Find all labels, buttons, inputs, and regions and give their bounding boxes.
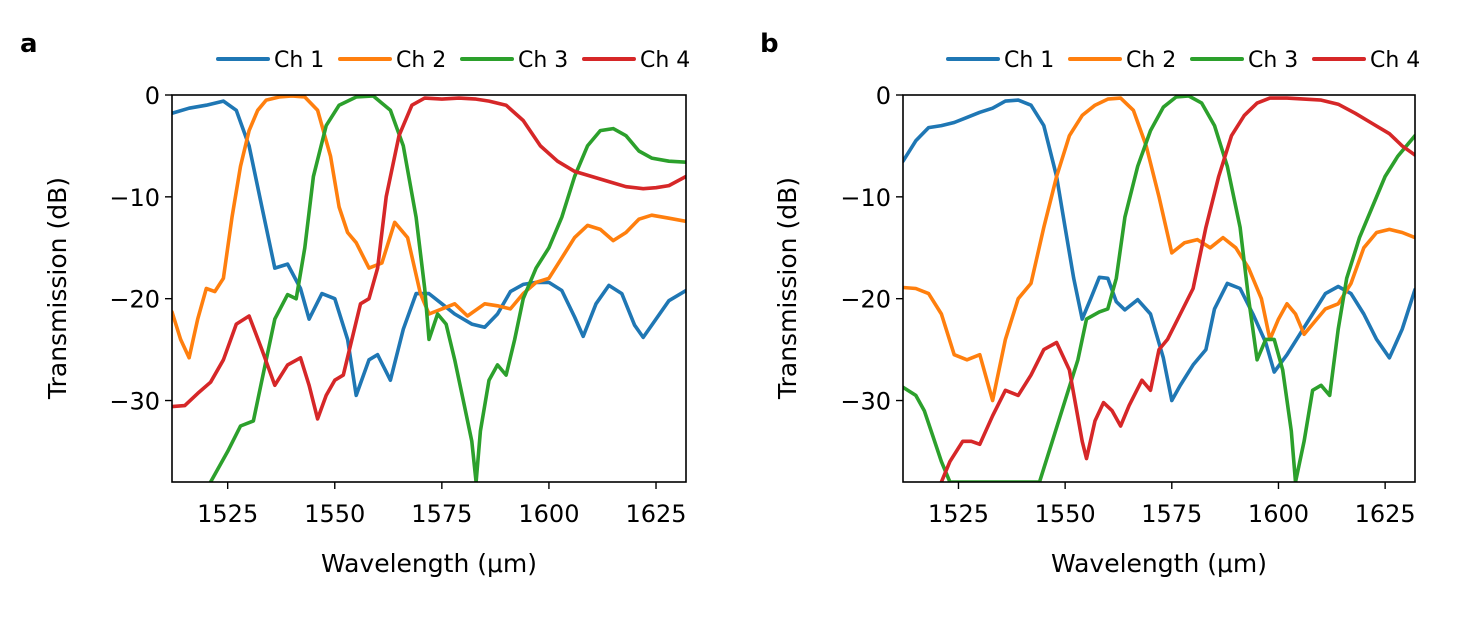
x-tick-label-b: 1550 xyxy=(1035,500,1096,528)
x-tick-label-a: 1550 xyxy=(304,500,365,528)
legend-label-b-ch4: Ch 4 xyxy=(1370,48,1420,73)
chart-panel-a: a Ch 1 Ch 2 Ch 3 Ch 4 1525 1550 1575 1600 1625 … xyxy=(20,29,690,578)
y-tick-label-b: −10 xyxy=(840,184,891,212)
x-tick-label-a: 1575 xyxy=(411,500,472,528)
legend-a: Ch 1 Ch 2 Ch 3 Ch 4 xyxy=(216,48,690,73)
series-line-a-ch3 xyxy=(208,95,686,482)
x-tick-label-b: 1625 xyxy=(1355,500,1416,528)
x-tick-label-a: 1625 xyxy=(625,500,686,528)
x-ticks-a: 1525 1550 1575 1600 1625 xyxy=(197,482,687,528)
series-line-a-ch1 xyxy=(172,99,686,398)
series-group-b xyxy=(903,95,1415,482)
y-tick-label-a: −20 xyxy=(109,286,160,314)
x-tick-label-a: 1600 xyxy=(518,500,579,528)
series-line-a-ch4 xyxy=(172,96,686,421)
series-line-b-ch2 xyxy=(903,96,1415,403)
y-tick-label-a: −10 xyxy=(109,184,160,212)
x-axis-label-a: Wavelength (μm) xyxy=(321,549,537,578)
plot-area-a xyxy=(172,95,686,482)
x-ticks-b: 1525 1550 1575 1600 1625 xyxy=(928,482,1416,528)
chart-panel-b: b Ch 1 Ch 2 Ch 3 Ch 4 1525 1550 1575 1600 1625 … xyxy=(760,29,1420,578)
legend-b: Ch 1 Ch 2 Ch 3 Ch 4 xyxy=(946,48,1420,73)
panel-label-b: b xyxy=(760,29,779,59)
x-tick-label-b: 1600 xyxy=(1248,500,1309,528)
series-line-b-ch3 xyxy=(903,95,1415,482)
y-ticks-b: 0 −10 −20 −30 xyxy=(840,82,903,416)
legend-label-a-ch4: Ch 4 xyxy=(640,48,690,73)
legend-label-a-ch2: Ch 2 xyxy=(396,48,446,73)
x-tick-label-b: 1525 xyxy=(928,500,989,528)
y-axis-label-b: Transmission (dB) xyxy=(773,177,802,400)
y-tick-label-b: 0 xyxy=(876,82,891,110)
series-line-b-ch4 xyxy=(939,96,1415,482)
axes-frame-b xyxy=(902,94,1416,483)
legend-label-b-ch2: Ch 2 xyxy=(1126,48,1176,73)
x-tick-label-a: 1525 xyxy=(197,500,258,528)
legend-label-a-ch3: Ch 3 xyxy=(518,48,568,73)
plot-area-b xyxy=(903,95,1415,482)
y-ticks-a: 0 −10 −20 −30 xyxy=(109,82,172,416)
x-tick-label-b: 1575 xyxy=(1141,500,1202,528)
series-line-a-ch2 xyxy=(172,95,686,360)
y-axis-label-a: Transmission (dB) xyxy=(43,177,72,400)
y-tick-label-b: −20 xyxy=(840,286,891,314)
legend-label-a-ch1: Ch 1 xyxy=(274,48,324,73)
series-group-a xyxy=(172,95,686,482)
y-tick-label-a: −30 xyxy=(109,388,160,416)
panel-label-a: a xyxy=(20,29,38,59)
series-line-b-ch1 xyxy=(903,98,1415,403)
legend-label-b-ch3: Ch 3 xyxy=(1248,48,1298,73)
axes-frame-a xyxy=(171,94,687,483)
legend-label-b-ch1: Ch 1 xyxy=(1004,48,1054,73)
y-tick-label-b: −30 xyxy=(840,388,891,416)
y-tick-label-a: 0 xyxy=(145,82,160,110)
x-axis-label-b: Wavelength (μm) xyxy=(1051,549,1267,578)
